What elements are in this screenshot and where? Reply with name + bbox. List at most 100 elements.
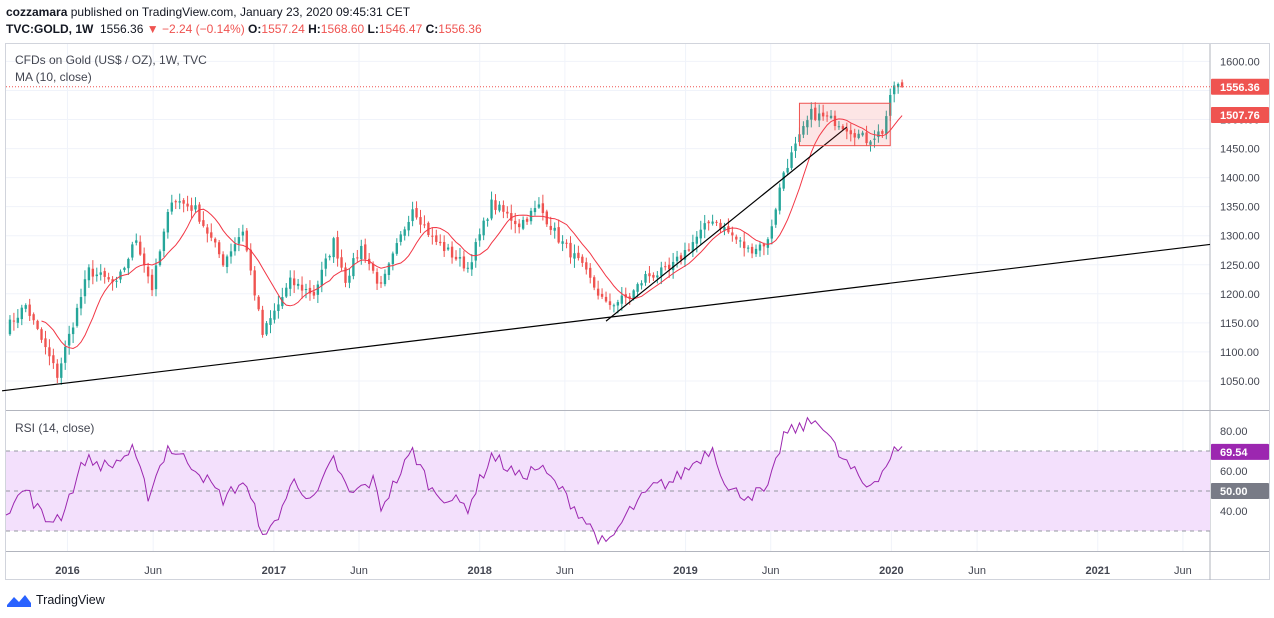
candle-body	[379, 282, 383, 284]
candle-body	[403, 229, 406, 236]
rsi-pane-title[interactable]: RSI (14, close)	[15, 421, 95, 435]
candle-body	[723, 227, 726, 231]
trendline[interactable]	[1, 243, 1211, 392]
candle-body	[146, 266, 150, 277]
candle-body	[664, 266, 667, 268]
candle-body	[170, 202, 173, 212]
candle-body	[32, 314, 35, 321]
candle-body	[703, 223, 706, 230]
candle-body	[612, 305, 616, 307]
trendline[interactable]	[605, 126, 848, 322]
tradingview-logo[interactable]: TradingView	[6, 592, 105, 608]
candle-body	[442, 242, 446, 252]
candle-body	[285, 287, 288, 297]
candle-body	[853, 133, 856, 138]
candle-body	[87, 267, 91, 281]
candle-body	[640, 283, 643, 286]
candle-body	[537, 204, 541, 208]
candle-body	[549, 225, 552, 230]
candle-body	[75, 307, 79, 326]
candle-body	[668, 264, 671, 270]
candle-body	[336, 237, 339, 259]
candle-body	[766, 239, 770, 248]
candle-body	[154, 265, 158, 290]
candle-body	[36, 320, 39, 329]
candle-body	[277, 304, 280, 312]
candle-body	[581, 256, 584, 263]
candle-body	[217, 242, 221, 255]
candle-body	[300, 284, 304, 291]
candle-body	[525, 218, 529, 222]
candle-body	[352, 258, 355, 277]
candle-body	[671, 261, 675, 271]
candle-body	[64, 346, 67, 363]
candle-body	[407, 221, 410, 231]
candle-body	[233, 244, 237, 252]
candle-body	[178, 201, 181, 203]
candle-body	[494, 200, 497, 210]
candle-body	[182, 200, 185, 204]
candle-body	[360, 245, 363, 260]
open-label: O:	[248, 22, 262, 36]
candle-body	[249, 249, 252, 271]
ma-indicator-label[interactable]: MA (10, close)	[15, 70, 92, 84]
candle-body	[186, 203, 189, 207]
range-box[interactable]	[798, 102, 891, 147]
candle-body	[687, 249, 691, 251]
symbol: TVC:GOLD, 1W	[6, 22, 94, 36]
candle-body	[225, 256, 229, 267]
candle-body	[60, 363, 63, 378]
candle-body	[44, 338, 47, 348]
candle-body	[371, 263, 375, 271]
candle-body	[660, 267, 663, 276]
published-text: published on TradingView.com, January 23…	[70, 5, 411, 19]
candle-body	[683, 250, 687, 260]
candle-body	[107, 277, 110, 280]
candle-body	[454, 256, 458, 260]
candle-body	[585, 262, 588, 270]
candle-body	[95, 274, 98, 277]
candle-body	[344, 267, 347, 283]
candle-body	[877, 131, 880, 138]
candle-body	[596, 288, 600, 296]
candle-body	[521, 219, 525, 229]
candle-body	[600, 293, 604, 297]
candle-body	[885, 116, 888, 134]
candle-body	[99, 272, 102, 275]
candle-body	[12, 320, 16, 322]
price-tick-label: 1100.00	[1220, 347, 1259, 359]
price-tick-label: 1350.00	[1220, 202, 1260, 214]
candle-body	[79, 297, 83, 309]
candle-body	[166, 212, 170, 233]
candle-body	[439, 241, 442, 244]
candle-body	[482, 220, 485, 236]
rsi-value-badge: 69.54	[1220, 447, 1248, 459]
candle-body	[711, 221, 714, 224]
tradingview-logo-icon	[7, 595, 31, 607]
last-price-badge-bg	[1211, 78, 1269, 95]
candle-body	[8, 319, 12, 335]
candle-body	[391, 253, 395, 265]
price-tick-label: 1450.00	[1220, 144, 1260, 156]
time-tick-label: Jun	[762, 565, 780, 577]
candle-body	[265, 323, 268, 335]
high-label: H:	[308, 22, 321, 36]
ma-value-badge: 1507.76	[1220, 110, 1260, 122]
candle-body	[462, 256, 466, 269]
candle-body	[849, 130, 852, 135]
candle-body	[778, 187, 781, 211]
candle-body	[498, 204, 501, 211]
author[interactable]: cozzamara	[6, 5, 68, 19]
candle-body	[533, 208, 537, 213]
candle-body	[470, 262, 473, 270]
time-tick-label: 2020	[879, 565, 903, 577]
candle-body	[206, 227, 209, 234]
candle-body	[699, 229, 702, 239]
price-tick-label: 1300.00	[1220, 231, 1260, 243]
candle-body	[450, 246, 454, 258]
candle-body	[818, 113, 821, 121]
candle-body	[561, 241, 564, 244]
candle-body	[893, 85, 896, 95]
candle-body	[135, 240, 138, 243]
